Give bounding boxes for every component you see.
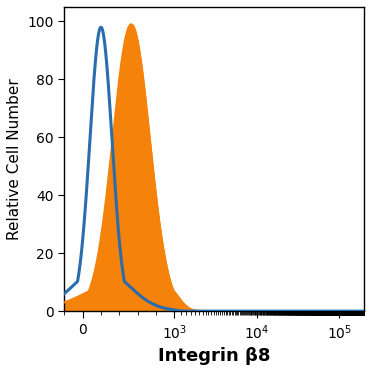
X-axis label: Integrin β8: Integrin β8 — [158, 347, 270, 365]
Y-axis label: Relative Cell Number: Relative Cell Number — [7, 78, 22, 240]
